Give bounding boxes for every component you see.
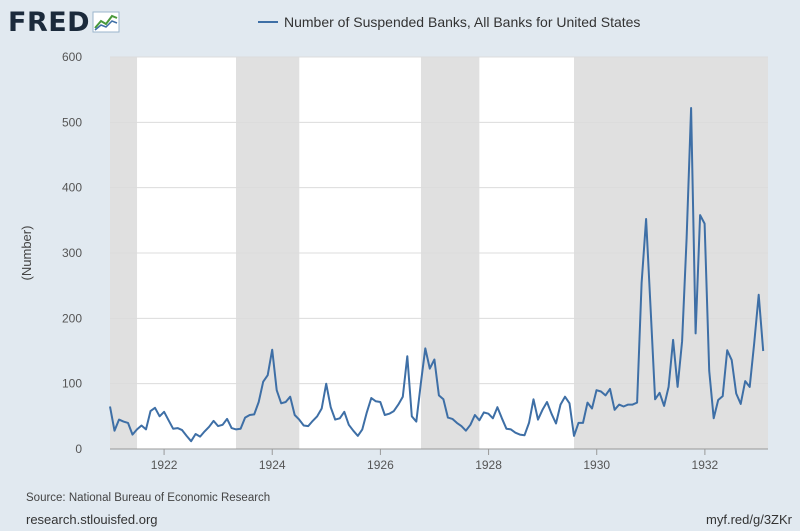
y-tick-label: 300: [62, 246, 82, 260]
x-tick-label: 1928: [475, 458, 502, 472]
y-tick-label: 400: [62, 181, 82, 195]
y-tick-label: 600: [62, 50, 82, 64]
legend-swatch: [258, 21, 278, 23]
legend-label: Number of Suspended Banks, All Banks for…: [284, 14, 641, 30]
x-tick-label: 1922: [151, 458, 178, 472]
logo-text: FRED: [8, 7, 91, 38]
x-tick-label: 1926: [367, 458, 394, 472]
y-tick-label: 200: [62, 311, 82, 325]
source-note: Source: National Bureau of Economic Rese…: [26, 492, 271, 504]
y-tick-label: 0: [75, 442, 82, 456]
chart-line-icon: [92, 9, 120, 38]
series-line: [109, 107, 765, 443]
x-tick-label: 1924: [259, 458, 286, 472]
y-tick-label: 100: [62, 377, 82, 391]
fred-logo[interactable]: FRED: [8, 8, 120, 38]
short-link[interactable]: myf.red/g/3ZKr: [706, 512, 792, 527]
x-tick-label: 1932: [692, 458, 719, 472]
x-tick-label: 1930: [583, 458, 610, 472]
chart-legend: Number of Suspended Banks, All Banks for…: [258, 14, 640, 30]
y-tick-label: 500: [62, 115, 82, 129]
y-axis-title: (Number): [19, 226, 34, 281]
site-link[interactable]: research.stlouisfed.org: [26, 512, 158, 527]
